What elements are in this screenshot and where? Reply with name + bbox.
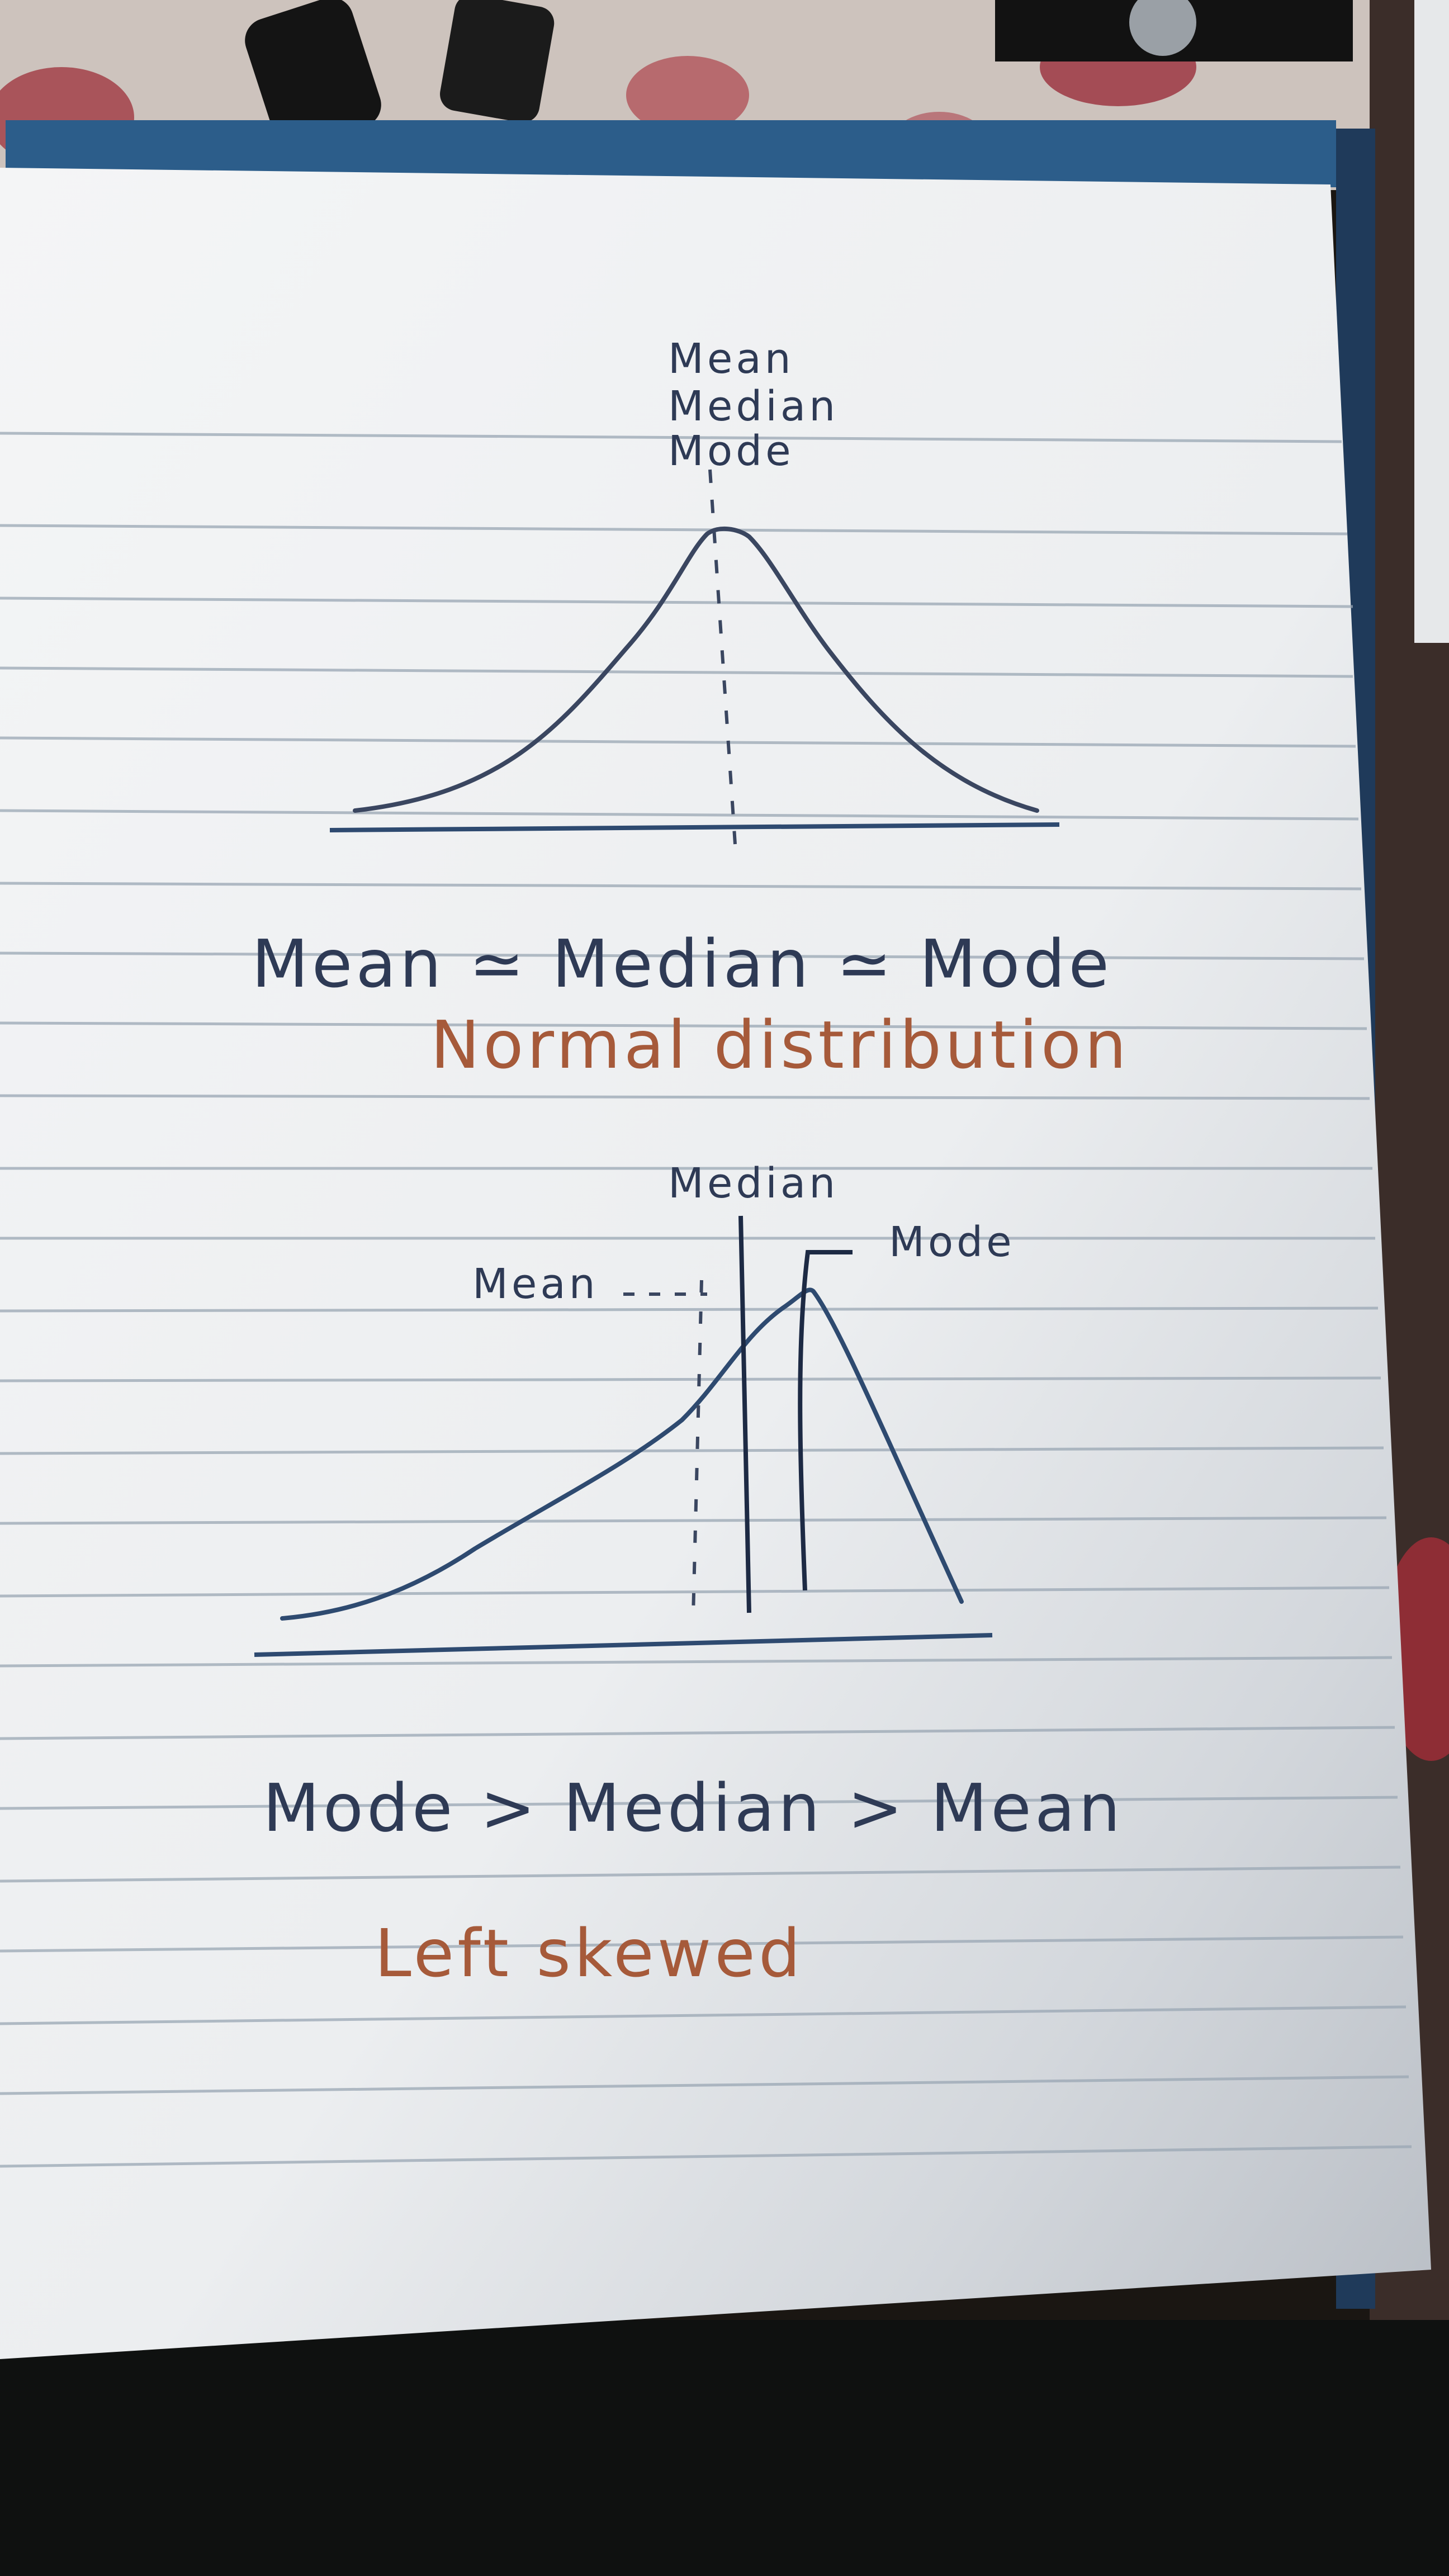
cloth-flower-2 xyxy=(626,56,749,134)
notebook-page xyxy=(0,168,1431,2359)
table-dark-area xyxy=(0,2320,1449,2576)
normal-distribution-diagram xyxy=(329,469,1060,845)
loose-paper-sheet xyxy=(1414,0,1449,643)
skewed-x-axis xyxy=(254,1633,993,1657)
mean-dashed-line xyxy=(692,1280,703,1616)
left-skewed-diagram xyxy=(254,1215,993,1657)
normal-x-axis xyxy=(329,822,1060,832)
peak-label-mean: Mean xyxy=(668,335,794,383)
normal-center-line xyxy=(708,469,737,845)
ruled-lines xyxy=(0,432,1412,2168)
median-line xyxy=(738,1215,751,1613)
peak-label-mode: Mode xyxy=(668,427,794,475)
skewed-curve xyxy=(280,1287,964,1621)
skewed-relation-inequality: Mode > Median > Mean xyxy=(263,1769,1124,1846)
peak-label-median: Median xyxy=(668,382,839,430)
skewed-mode-label: Mode xyxy=(889,1218,1015,1266)
mode-line xyxy=(798,1250,853,1591)
normal-relation-equation: Mean ≃ Median ≃ Mode xyxy=(252,925,1112,1002)
skewed-median-label: Median xyxy=(668,1159,839,1208)
normal-curve xyxy=(353,526,1039,813)
keys-object xyxy=(245,0,1353,148)
left-skewed-caption: Left skewed xyxy=(375,1915,804,1992)
skewed-mean-label: Mean xyxy=(472,1260,599,1308)
normal-distribution-caption: Normal distribution xyxy=(430,1006,1130,1083)
